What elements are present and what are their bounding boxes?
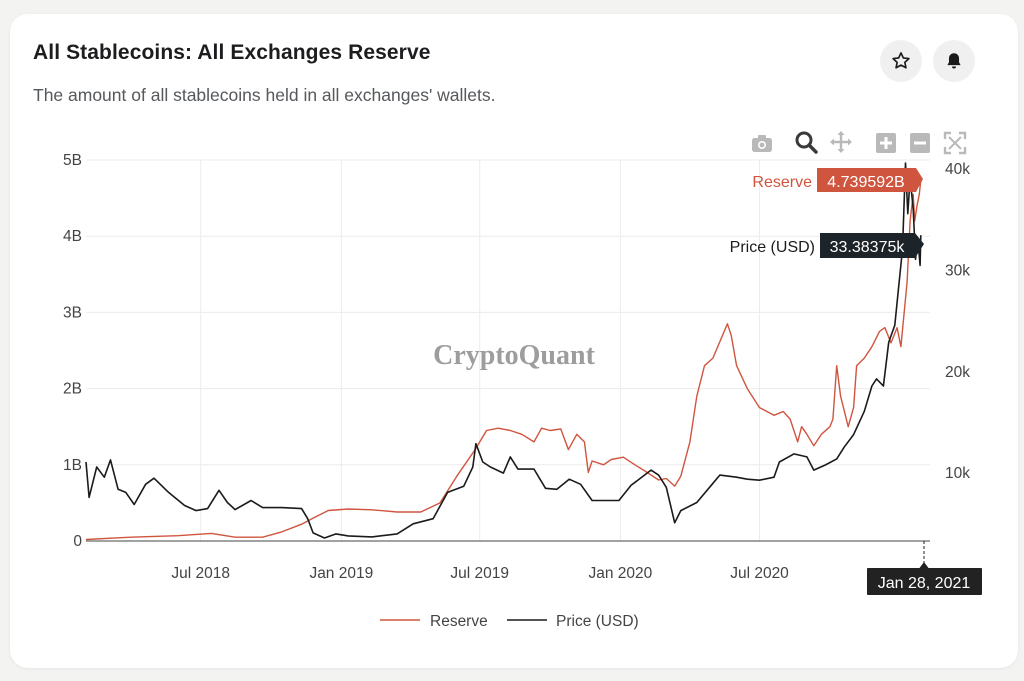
zoom-out-icon[interactable] <box>910 133 930 153</box>
left-y-axis: 0 1B 2B 3B 4B 5B <box>63 152 82 550</box>
left-y-tick-label: 3B <box>63 304 82 321</box>
pan-icon[interactable] <box>830 131 852 153</box>
right-y-tick-label: 20k <box>945 364 970 381</box>
hover-price-value: 33.38375k <box>830 239 906 256</box>
chart-toolbar <box>752 131 967 155</box>
zoom-in-icon[interactable] <box>876 133 896 153</box>
hover-reserve-value: 4.739592B <box>827 174 904 191</box>
hover-price-box <box>820 233 924 258</box>
favorite-button[interactable] <box>880 40 922 82</box>
left-y-tick-label: 2B <box>63 381 82 398</box>
right-y-tick-label: 40k <box>945 161 970 178</box>
x-tick-label: Jul 2019 <box>450 565 509 582</box>
left-y-tick-label: 1B <box>63 457 82 474</box>
hover-date-label: Jan 28, 2021 <box>878 575 971 592</box>
x-tick-label: Jan 2020 <box>588 565 652 582</box>
page-title: All Stablecoins: All Exchanges Reserve <box>33 41 431 64</box>
chart-lines <box>85 162 922 541</box>
x-tick-label: Jul 2020 <box>730 565 789 582</box>
chart-grid <box>86 159 930 542</box>
chart-card <box>10 14 1018 668</box>
reserve-line[interactable] <box>85 179 922 541</box>
left-y-tick-label: 0 <box>73 533 82 550</box>
hover-price-name: Price (USD) <box>730 239 815 256</box>
camera-icon[interactable] <box>752 135 772 152</box>
legend-price-label[interactable]: Price (USD) <box>556 613 639 630</box>
chart-legend: Reserve Price (USD) <box>380 613 639 630</box>
right-y-tick-label: 30k <box>945 262 970 279</box>
legend-reserve-label[interactable]: Reserve <box>430 613 488 630</box>
star-icon <box>892 52 910 69</box>
x-tick-label: Jul 2018 <box>171 565 230 582</box>
right-y-tick-label: 10k <box>945 465 970 482</box>
left-y-tick-label: 4B <box>63 228 82 245</box>
right-y-axis: 10k 20k 30k 40k <box>945 161 970 482</box>
x-axis: Jul 2018 Jan 2019 Jul 2019 Jan 2020 Jul 2020 <box>171 565 789 582</box>
bell-icon <box>947 53 961 69</box>
hover-reserve-box <box>817 168 923 192</box>
hover-reserve-name: Reserve <box>752 174 812 191</box>
zoom-icon[interactable] <box>795 131 818 154</box>
page-subtitle: The amount of all stablecoins held in al… <box>33 85 496 105</box>
autoscale-icon[interactable] <box>943 131 967 155</box>
watermark: CryptoQuant <box>433 340 595 371</box>
left-y-tick-label: 5B <box>63 152 82 169</box>
alert-button[interactable] <box>933 40 975 82</box>
price-line[interactable] <box>85 162 922 539</box>
x-tick-label: Jan 2019 <box>309 565 373 582</box>
hover-date-bg <box>867 568 982 595</box>
